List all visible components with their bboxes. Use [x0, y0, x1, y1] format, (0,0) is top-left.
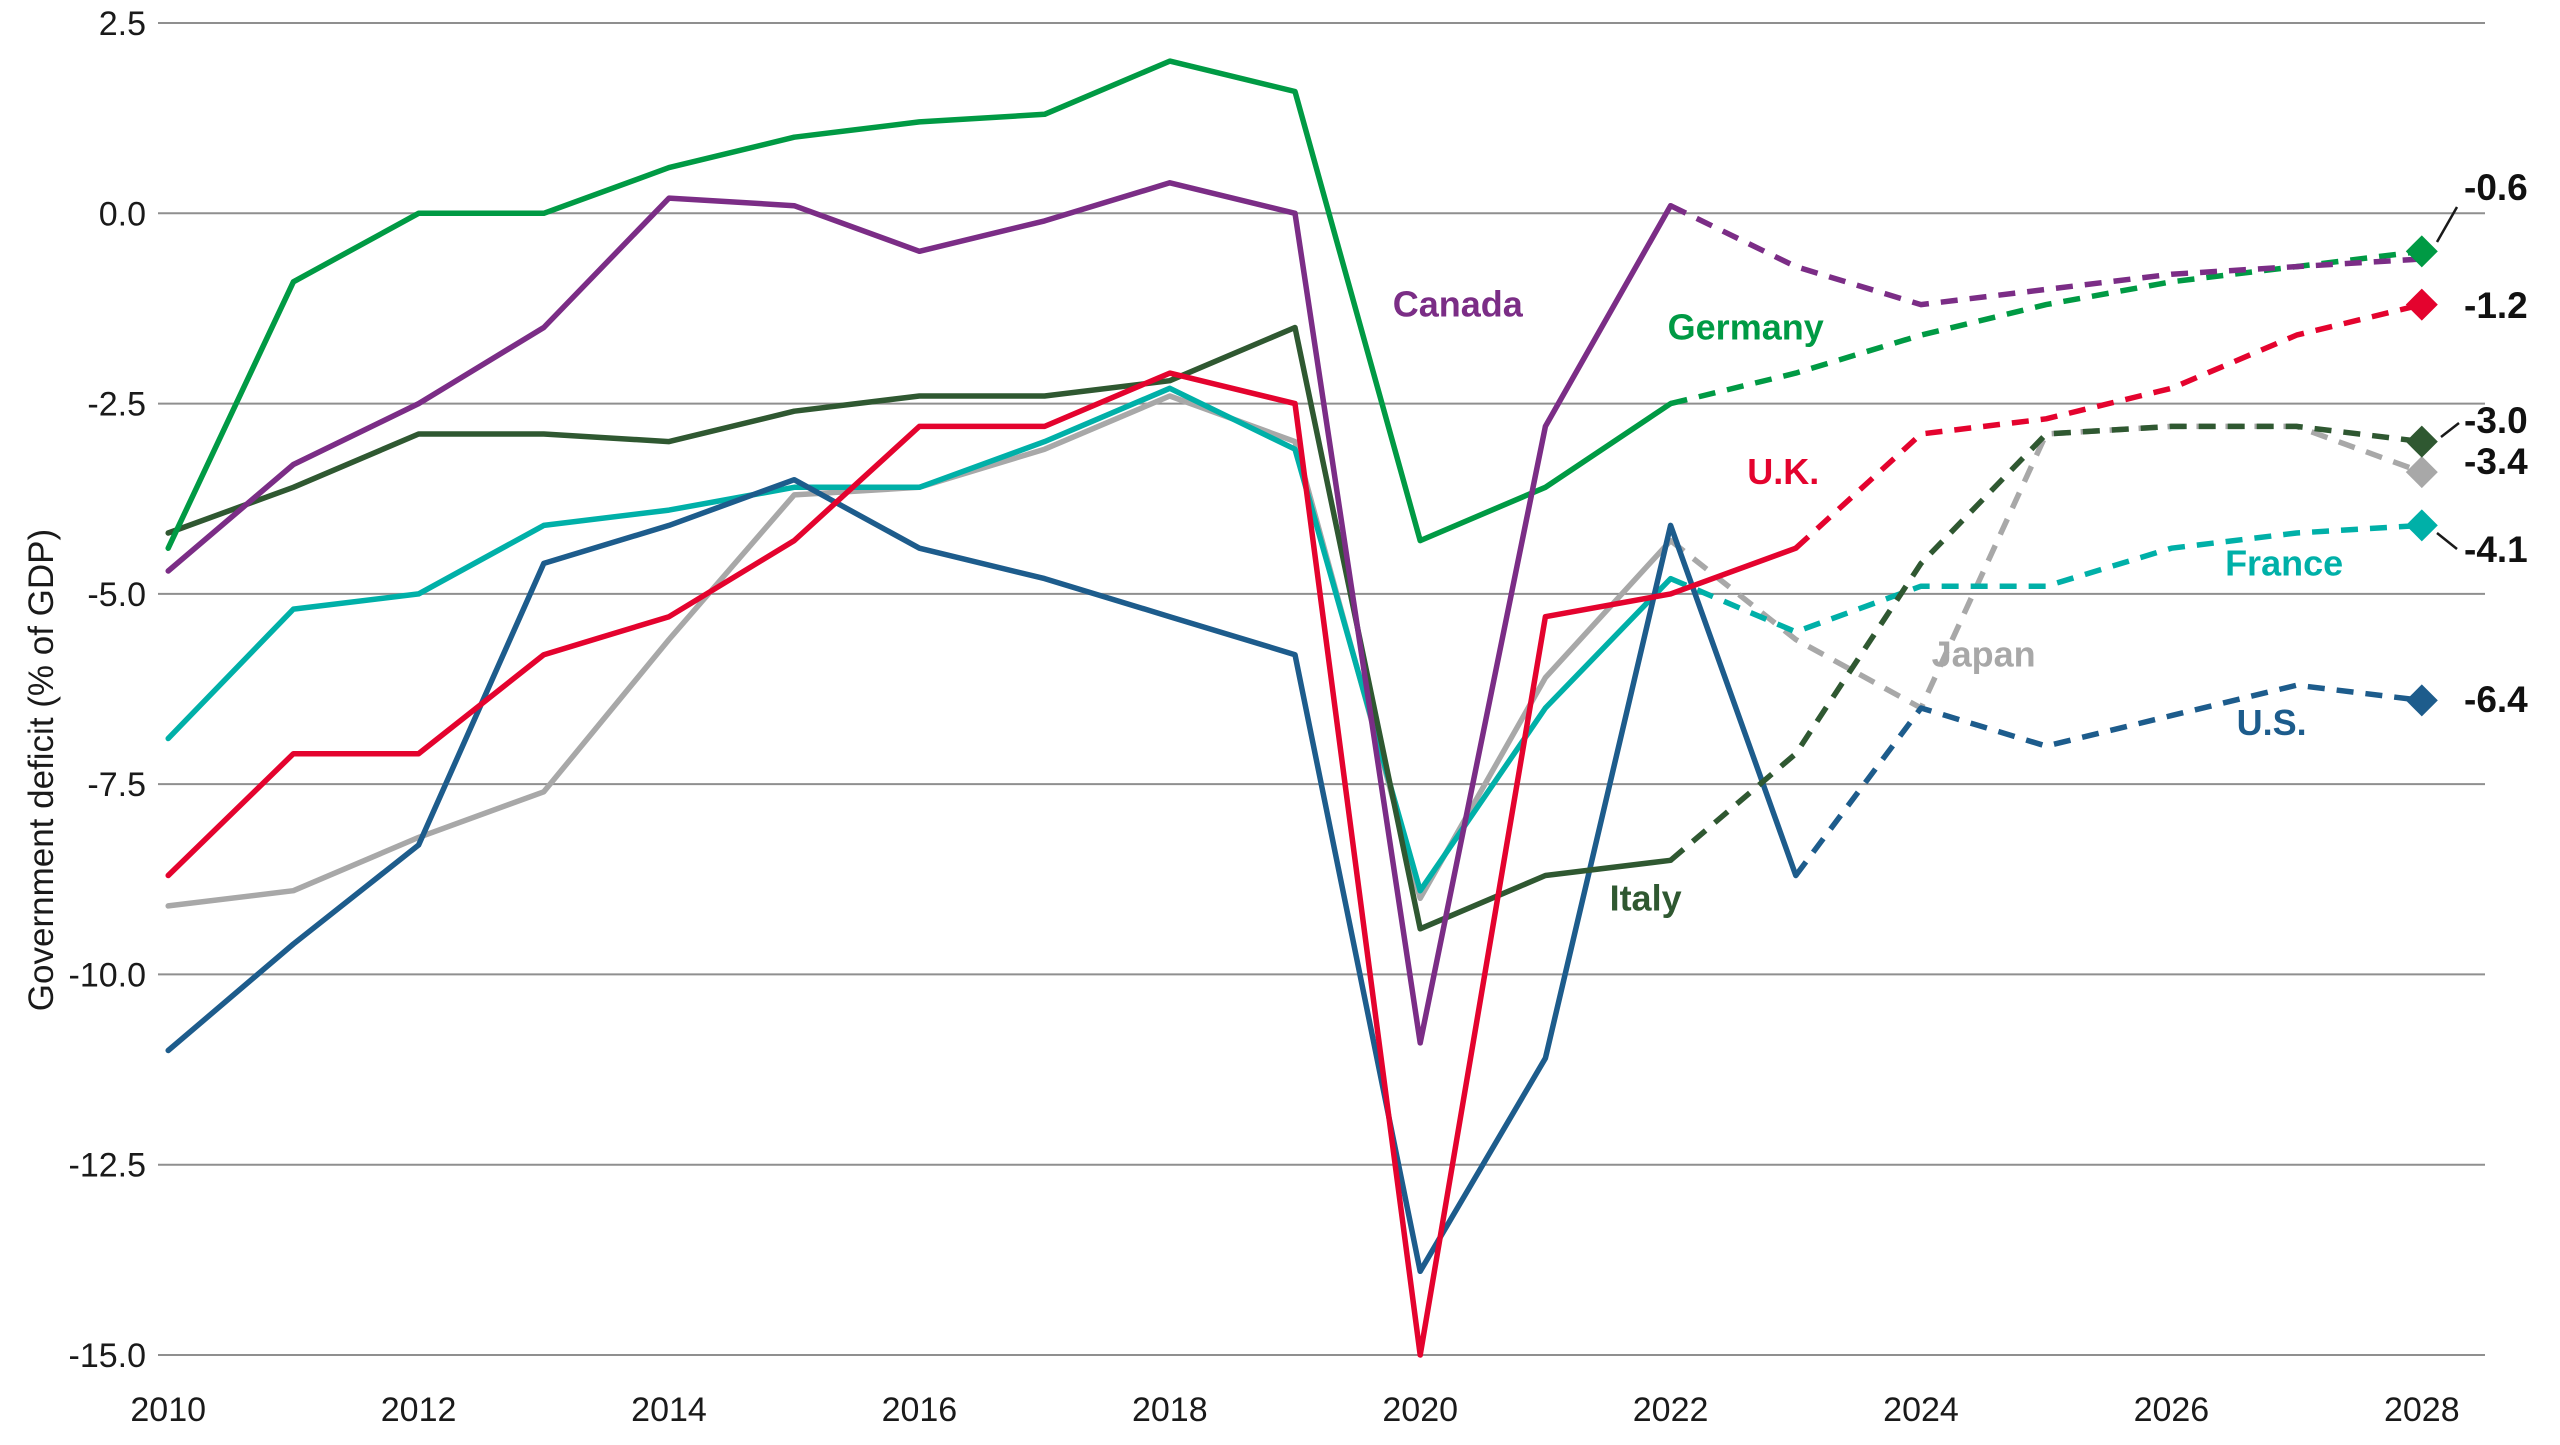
x-tick-label: 2010 [130, 1391, 206, 1429]
series-label-germany: Germany [1668, 307, 1824, 348]
series-projection-us [1793, 682, 2423, 878]
x-tick-label: 2028 [2384, 1391, 2460, 1429]
y-tick-label: 2.5 [99, 5, 146, 43]
x-tick-label: 2012 [381, 1391, 457, 1429]
end-value-label-japan: -3.4 [2464, 441, 2528, 482]
series-label-us: U.S. [2237, 702, 2307, 743]
y-axis-labels: 2.5 0.0 -2.5 -5.0 -7.5 -10.0 -12.5 -15.0 [69, 5, 147, 1375]
x-tick-label: 2014 [631, 1391, 707, 1429]
x-tick-label: 2026 [2134, 1391, 2210, 1429]
series-projection-italy [1668, 423, 2423, 863]
series-line-us [165, 476, 1799, 1275]
series-line-canada [165, 180, 1674, 1046]
series-line-japan [165, 393, 1674, 909]
y-tick-label: -15.0 [69, 1337, 147, 1375]
y-tick-label: -5.0 [87, 576, 146, 614]
series-labels: Japan France U.S. Italy U.K. Germany Canada [1393, 284, 2343, 919]
end-diamond-uk [2405, 288, 2438, 321]
series-projection-canada [1669, 203, 2422, 308]
end-value-label-germany: -0.6 [2464, 167, 2528, 208]
end-label-leader-germany [2435, 206, 2459, 243]
series-projection-uk [1793, 301, 2423, 551]
series-line-germany [165, 58, 1674, 551]
series-label-uk: U.K. [1747, 451, 1819, 492]
y-tick-label: -10.0 [69, 956, 147, 994]
end-value-label-uk: -1.2 [2464, 285, 2528, 326]
y-tick-label: -2.5 [87, 386, 146, 424]
end-markers: -3.4 -4.1 -6.4 -3.0 -1.2 -0.6 [2405, 167, 2528, 720]
x-axis-labels: 2010 2012 2014 2016 2018 2020 2022 2024 2026 2028 [130, 1391, 2459, 1429]
end-diamond-us [2405, 684, 2438, 717]
y-tick-label: 0.0 [99, 195, 146, 233]
x-tick-label: 2016 [882, 1391, 958, 1429]
end-diamond-japan [2405, 456, 2438, 489]
x-tick-label: 2022 [1633, 1391, 1709, 1429]
series-line-uk [165, 370, 1799, 1358]
series-projection-france [1669, 522, 2422, 635]
end-diamond-france [2405, 509, 2438, 542]
series-lines [165, 58, 2423, 1358]
end-diamond-italy [2405, 425, 2438, 458]
x-tick-label: 2018 [1132, 1391, 1208, 1429]
series-label-canada: Canada [1393, 284, 1524, 325]
end-label-leader-france [2436, 532, 2458, 550]
end-value-label-italy: -3.0 [2464, 400, 2528, 441]
series-label-france: France [2225, 542, 2343, 583]
end-label-leader-italy [2440, 422, 2460, 438]
series-line-italy [165, 324, 1674, 932]
y-tick-label: -7.5 [87, 766, 146, 804]
end-value-label-france: -4.1 [2464, 529, 2528, 570]
y-axis-title: Government deficit (% of GDP) [22, 528, 61, 1012]
end-value-label-us: -6.4 [2464, 679, 2528, 720]
series-label-italy: Italy [1610, 877, 1682, 918]
series-line-france [165, 385, 1674, 894]
y-tick-label: -12.5 [69, 1147, 147, 1185]
end-diamond-germany [2405, 235, 2438, 268]
x-tick-label: 2020 [1382, 1391, 1458, 1429]
x-tick-label: 2024 [1883, 1391, 1959, 1429]
series-label-japan: Japan [1932, 634, 2036, 675]
grid-lines [158, 22, 2485, 1356]
